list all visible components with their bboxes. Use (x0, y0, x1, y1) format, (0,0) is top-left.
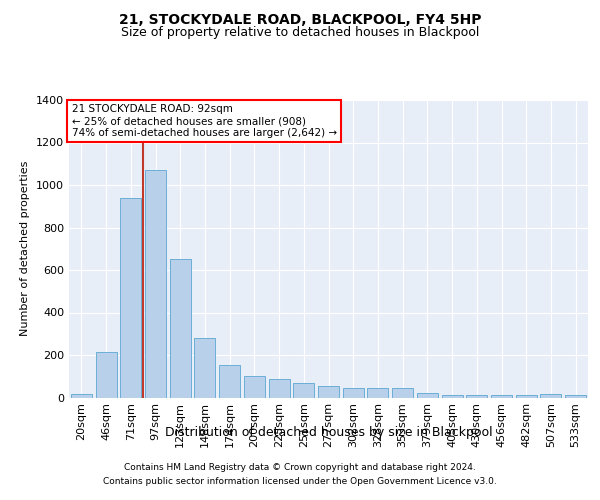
Bar (541, 394, 562, 398)
Text: Contains HM Land Registry data © Crown copyright and database right 2024.: Contains HM Land Registry data © Crown c… (124, 464, 476, 472)
Bar (318, 386, 339, 398)
Bar (491, 396, 512, 398)
Bar (145, 170, 166, 398)
Bar (95, 352, 116, 398)
Bar (565, 396, 586, 398)
Bar (367, 388, 388, 398)
Bar (269, 380, 290, 398)
Text: Size of property relative to detached houses in Blackpool: Size of property relative to detached ho… (121, 26, 479, 39)
Bar (71, 394, 92, 398)
Text: Contains public sector information licensed under the Open Government Licence v3: Contains public sector information licen… (103, 477, 497, 486)
Bar (293, 382, 314, 398)
Bar (466, 396, 487, 398)
Bar (392, 388, 413, 398)
Bar (516, 396, 537, 398)
Bar (442, 396, 463, 398)
Y-axis label: Number of detached properties: Number of detached properties (20, 161, 31, 336)
Bar (219, 364, 240, 398)
Bar (417, 393, 438, 398)
Text: 21, STOCKYDALE ROAD, BLACKPOOL, FY4 5HP: 21, STOCKYDALE ROAD, BLACKPOOL, FY4 5HP (119, 12, 481, 26)
Bar (170, 260, 191, 398)
Text: Distribution of detached houses by size in Blackpool: Distribution of detached houses by size … (165, 426, 493, 439)
Bar (244, 376, 265, 398)
Bar (194, 338, 215, 398)
Bar (120, 198, 141, 398)
Bar (343, 388, 364, 398)
Text: 21 STOCKYDALE ROAD: 92sqm
← 25% of detached houses are smaller (908)
74% of semi: 21 STOCKYDALE ROAD: 92sqm ← 25% of detac… (71, 104, 337, 138)
